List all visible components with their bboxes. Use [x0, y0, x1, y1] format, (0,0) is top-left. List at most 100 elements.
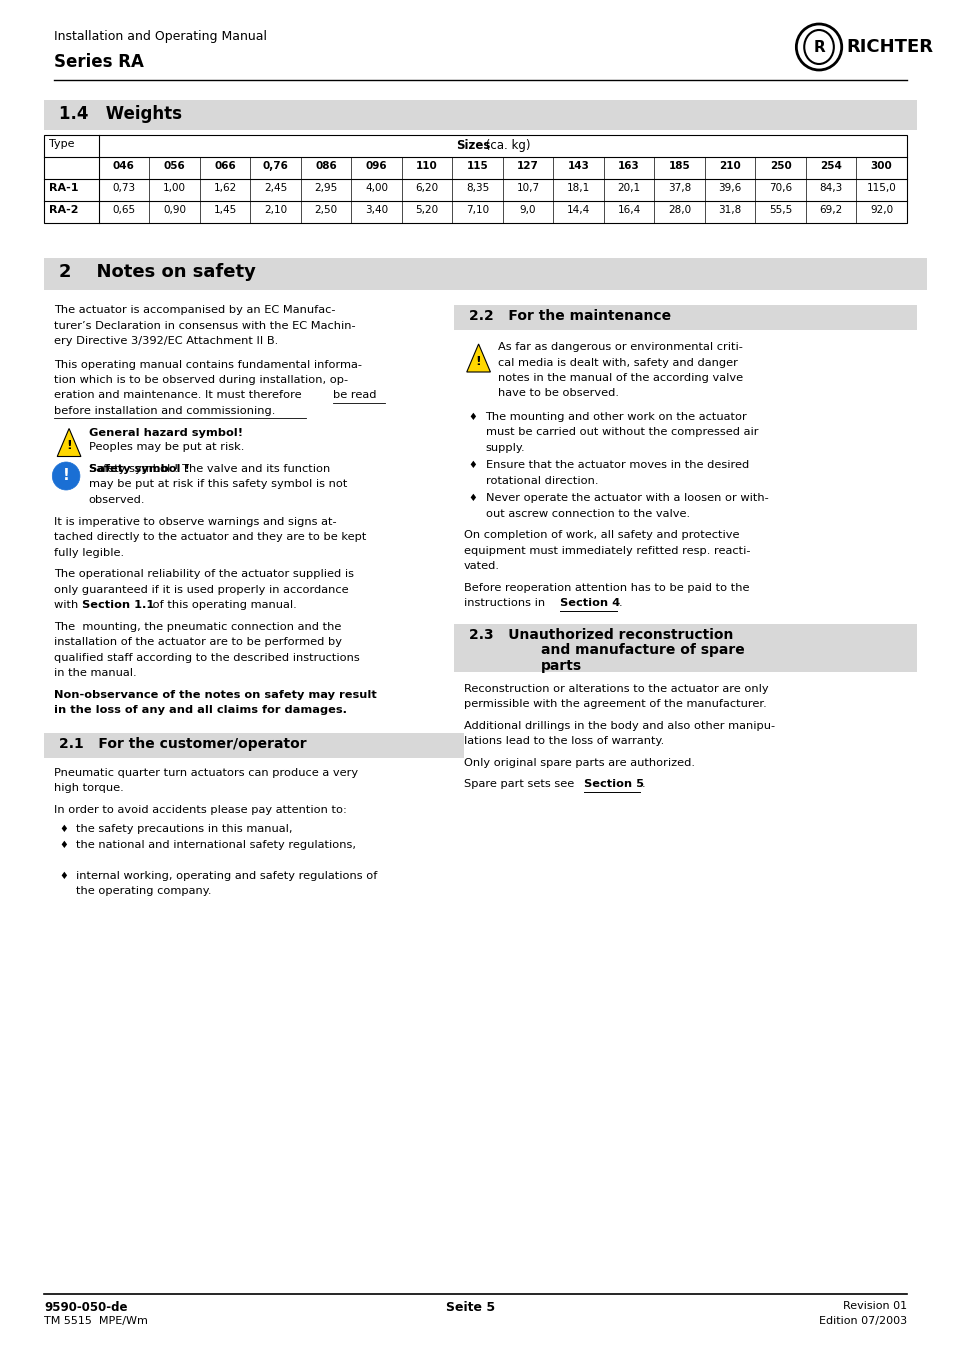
Text: have to be observed.: have to be observed. — [497, 389, 618, 399]
Text: Non-observance of the notes on safety may result: Non-observance of the notes on safety ma… — [54, 690, 376, 700]
Text: 2.1   For the customer/operator: 2.1 For the customer/operator — [59, 738, 307, 751]
Text: lations lead to the loss of warranty.: lations lead to the loss of warranty. — [463, 736, 663, 747]
Text: .: . — [618, 598, 621, 608]
Text: 046: 046 — [112, 161, 134, 172]
Text: 9590-050-de: 9590-050-de — [45, 1301, 128, 1315]
Ellipse shape — [803, 30, 833, 63]
Text: the safety precautions in this manual,: the safety precautions in this manual, — [76, 824, 293, 835]
Text: observed.: observed. — [89, 494, 145, 505]
Text: and manufacture of spare: and manufacture of spare — [540, 643, 743, 658]
Text: 10,7: 10,7 — [516, 182, 539, 193]
Text: Only original spare parts are authorized.: Only original spare parts are authorized… — [463, 758, 694, 767]
Text: 163: 163 — [618, 161, 639, 172]
Text: 1,00: 1,00 — [163, 182, 186, 193]
Text: 37,8: 37,8 — [667, 182, 691, 193]
Text: must be carried out without the compressed air: must be carried out without the compress… — [485, 427, 758, 438]
Text: ♦: ♦ — [59, 840, 68, 850]
Text: The  mounting, the pneumatic connection and the: The mounting, the pneumatic connection a… — [54, 621, 341, 632]
Text: !: ! — [476, 354, 481, 367]
Text: the operating company.: the operating company. — [76, 886, 212, 897]
Text: 16,4: 16,4 — [617, 205, 640, 215]
Text: 096: 096 — [365, 161, 387, 172]
Text: 20,1: 20,1 — [617, 182, 640, 193]
Text: notes in the manual of the according valve: notes in the manual of the according val… — [497, 373, 742, 382]
Text: 5,20: 5,20 — [415, 205, 438, 215]
Text: .: . — [640, 780, 644, 789]
Text: 84,3: 84,3 — [819, 182, 841, 193]
Text: Peoples may be put at risk.: Peoples may be put at risk. — [89, 442, 244, 453]
Text: 14,4: 14,4 — [566, 205, 590, 215]
Text: rotational direction.: rotational direction. — [485, 476, 598, 486]
Text: 7,10: 7,10 — [465, 205, 489, 215]
Text: ♦: ♦ — [468, 461, 476, 470]
Text: fully legible.: fully legible. — [54, 549, 124, 558]
Text: 0,90: 0,90 — [163, 205, 186, 215]
Text: Section 1.1: Section 1.1 — [82, 600, 154, 611]
Text: turer’s Declaration in consensus with the EC Machin-: turer’s Declaration in consensus with th… — [54, 320, 355, 331]
Text: 0,76: 0,76 — [262, 161, 288, 172]
Text: Type: Type — [50, 139, 74, 149]
Text: supply.: supply. — [485, 443, 524, 453]
Text: tion which is to be observed during installation, op-: tion which is to be observed during inst… — [54, 376, 348, 385]
Text: 8,35: 8,35 — [465, 182, 489, 193]
Text: 115,0: 115,0 — [866, 182, 896, 193]
Text: high torque.: high torque. — [54, 784, 124, 793]
Text: 31,8: 31,8 — [718, 205, 740, 215]
Text: General hazard symbol!: General hazard symbol! — [89, 428, 243, 439]
Text: may be put at risk if this safety symbol is not: may be put at risk if this safety symbol… — [89, 480, 347, 489]
Text: 1,62: 1,62 — [213, 182, 236, 193]
Text: in the loss of any and all claims for damages.: in the loss of any and all claims for da… — [54, 705, 347, 716]
Text: equipment must immediately refitted resp. reacti-: equipment must immediately refitted resp… — [463, 546, 749, 557]
Text: 1.4   Weights: 1.4 Weights — [59, 105, 182, 123]
Text: 185: 185 — [668, 161, 690, 172]
Text: vated.: vated. — [463, 562, 499, 571]
Text: Additional drillings in the body and also other manipu-: Additional drillings in the body and als… — [463, 721, 774, 731]
FancyBboxPatch shape — [45, 258, 925, 290]
Text: internal working, operating and safety regulations of: internal working, operating and safety r… — [76, 871, 377, 881]
Text: Pneumatic quarter turn actuators can produce a very: Pneumatic quarter turn actuators can pro… — [54, 767, 358, 778]
Text: 110: 110 — [416, 161, 437, 172]
Text: Before reoperation attention has to be paid to the: Before reoperation attention has to be p… — [463, 584, 748, 593]
Text: R: R — [812, 39, 824, 54]
Text: Sizes: Sizes — [456, 139, 490, 153]
Text: 115: 115 — [466, 161, 488, 172]
Text: 250: 250 — [769, 161, 791, 172]
Text: 086: 086 — [314, 161, 336, 172]
Text: On completion of work, all safety and protective: On completion of work, all safety and pr… — [463, 531, 739, 540]
Text: 70,6: 70,6 — [768, 182, 791, 193]
Text: permissible with the agreement of the manufacturer.: permissible with the agreement of the ma… — [463, 700, 766, 709]
Text: in the manual.: in the manual. — [54, 669, 136, 678]
Text: Seite 5: Seite 5 — [446, 1301, 495, 1315]
Text: !: ! — [66, 439, 71, 453]
Text: the national and international safety regulations,: the national and international safety re… — [76, 840, 355, 850]
Text: ery Directive 3/392/EC Attachment II B.: ery Directive 3/392/EC Attachment II B. — [54, 336, 278, 346]
Text: ♦: ♦ — [468, 412, 476, 422]
Text: cal media is dealt with, safety and danger: cal media is dealt with, safety and dang… — [497, 358, 738, 367]
Text: out ascrew connection to the valve.: out ascrew connection to the valve. — [485, 509, 689, 519]
Text: RICHTER: RICHTER — [845, 38, 933, 55]
Text: 0,65: 0,65 — [112, 205, 135, 215]
FancyBboxPatch shape — [454, 624, 916, 671]
Polygon shape — [466, 345, 490, 372]
Text: 92,0: 92,0 — [869, 205, 892, 215]
Text: 2,10: 2,10 — [264, 205, 287, 215]
Text: eration and maintenance. It must therefore: eration and maintenance. It must therefo… — [54, 390, 305, 400]
FancyBboxPatch shape — [45, 734, 463, 758]
Text: In order to avoid accidents please pay attention to:: In order to avoid accidents please pay a… — [54, 805, 347, 815]
Text: Edition 07/2003: Edition 07/2003 — [818, 1316, 906, 1325]
FancyBboxPatch shape — [454, 305, 916, 330]
Text: 55,5: 55,5 — [768, 205, 791, 215]
Text: !: ! — [63, 469, 70, 484]
Text: ♦: ♦ — [59, 871, 68, 881]
Text: 210: 210 — [719, 161, 740, 172]
Text: (ca. kg): (ca. kg) — [482, 139, 531, 153]
Polygon shape — [57, 428, 81, 457]
Text: 2,45: 2,45 — [264, 182, 287, 193]
Text: This operating manual contains fundamental informa-: This operating manual contains fundament… — [54, 359, 362, 370]
Text: 28,0: 28,0 — [667, 205, 690, 215]
Text: 127: 127 — [517, 161, 538, 172]
Text: Revision 01: Revision 01 — [841, 1301, 906, 1310]
Text: Ensure that the actuator moves in the desired: Ensure that the actuator moves in the de… — [485, 461, 748, 470]
Text: Spare part sets see: Spare part sets see — [463, 780, 578, 789]
Text: 2,50: 2,50 — [314, 205, 337, 215]
